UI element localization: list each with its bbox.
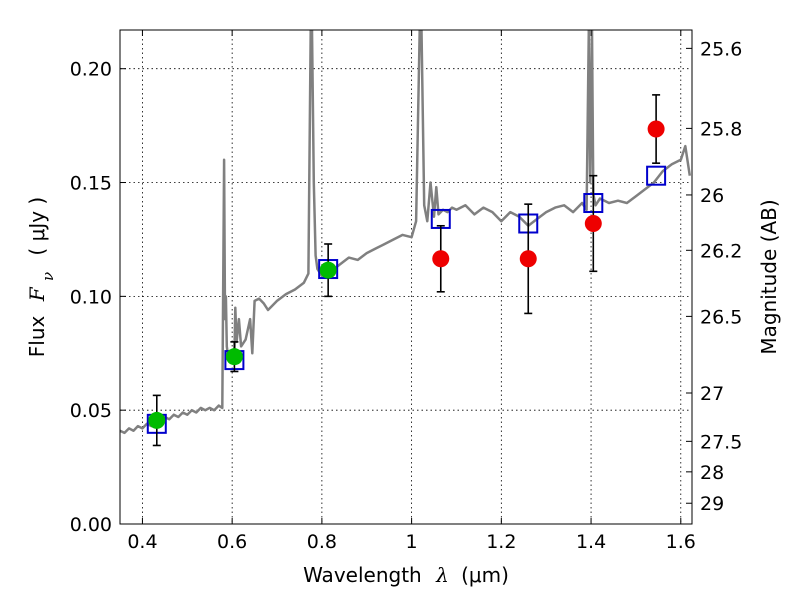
- x-tick-label: 1.6: [666, 531, 696, 553]
- data-point-marker: [225, 348, 243, 366]
- markers: [146, 94, 667, 447]
- y2-axis-label: Magnitude (AB): [757, 199, 781, 354]
- y2-tick-label: 29: [700, 493, 724, 515]
- y-axis-label-subscript: ν: [39, 272, 57, 281]
- y2-tick-label: 27.5: [700, 431, 742, 453]
- y-tick-label: 0.00: [70, 514, 112, 536]
- data-point-marker: [519, 250, 537, 268]
- x-tick-label: 0.4: [127, 531, 157, 553]
- x-axis-label-prefix: Wavelength: [303, 563, 422, 587]
- spectrum-line: [120, 30, 692, 435]
- y2-tick-label: 25.8: [700, 118, 742, 140]
- x-tick-label: 1.4: [576, 531, 606, 553]
- y-axis-label-prefix: Flux: [25, 315, 49, 357]
- data-point-marker: [319, 261, 337, 279]
- x-axis-label-unit: (μm): [461, 563, 509, 587]
- y2-tick-label: 26: [700, 185, 724, 207]
- x-axis-label-symbol: λ: [435, 563, 449, 587]
- y-axis-label-unit: ( μJy ): [25, 197, 49, 256]
- x-tick-label: 1: [406, 531, 418, 553]
- data-point-marker: [647, 120, 665, 138]
- data-point-marker: [148, 411, 166, 429]
- ticks: 0.4 0.6 0.8 1 1.2 1.4 1.6 0.00 0.05 0.10 0.15 0.20 2…: [70, 30, 742, 553]
- y2-tick-label: 27: [700, 383, 724, 405]
- y2-tick-label: 28: [700, 462, 724, 484]
- y2-tick-label: 26.5: [700, 306, 742, 328]
- y-tick-label: 0.20: [70, 59, 112, 81]
- data-point-marker: [432, 250, 450, 268]
- x-tick-label: 0.8: [307, 531, 337, 553]
- plot-content: [120, 30, 692, 447]
- model-square-marker: [646, 165, 667, 186]
- x-axis-label: Wavelength λ (μm): [303, 563, 509, 587]
- y-axis-label: Flux F ν ( μJy ): [25, 197, 57, 357]
- y-tick-label: 0.15: [70, 173, 112, 195]
- plot-frame: [119, 29, 693, 525]
- x-tick-label: 1.2: [486, 531, 516, 553]
- grid: [120, 30, 692, 525]
- y-axis-label-symbol: F: [25, 286, 49, 302]
- y-tick-label: 0.10: [70, 286, 112, 308]
- y-tick-label: 0.05: [70, 400, 112, 422]
- y2-tick-label: 26.2: [700, 240, 742, 262]
- data-point-marker: [584, 215, 602, 233]
- x-tick-label: 0.6: [217, 531, 247, 553]
- y2-tick-label: 25.6: [700, 38, 742, 60]
